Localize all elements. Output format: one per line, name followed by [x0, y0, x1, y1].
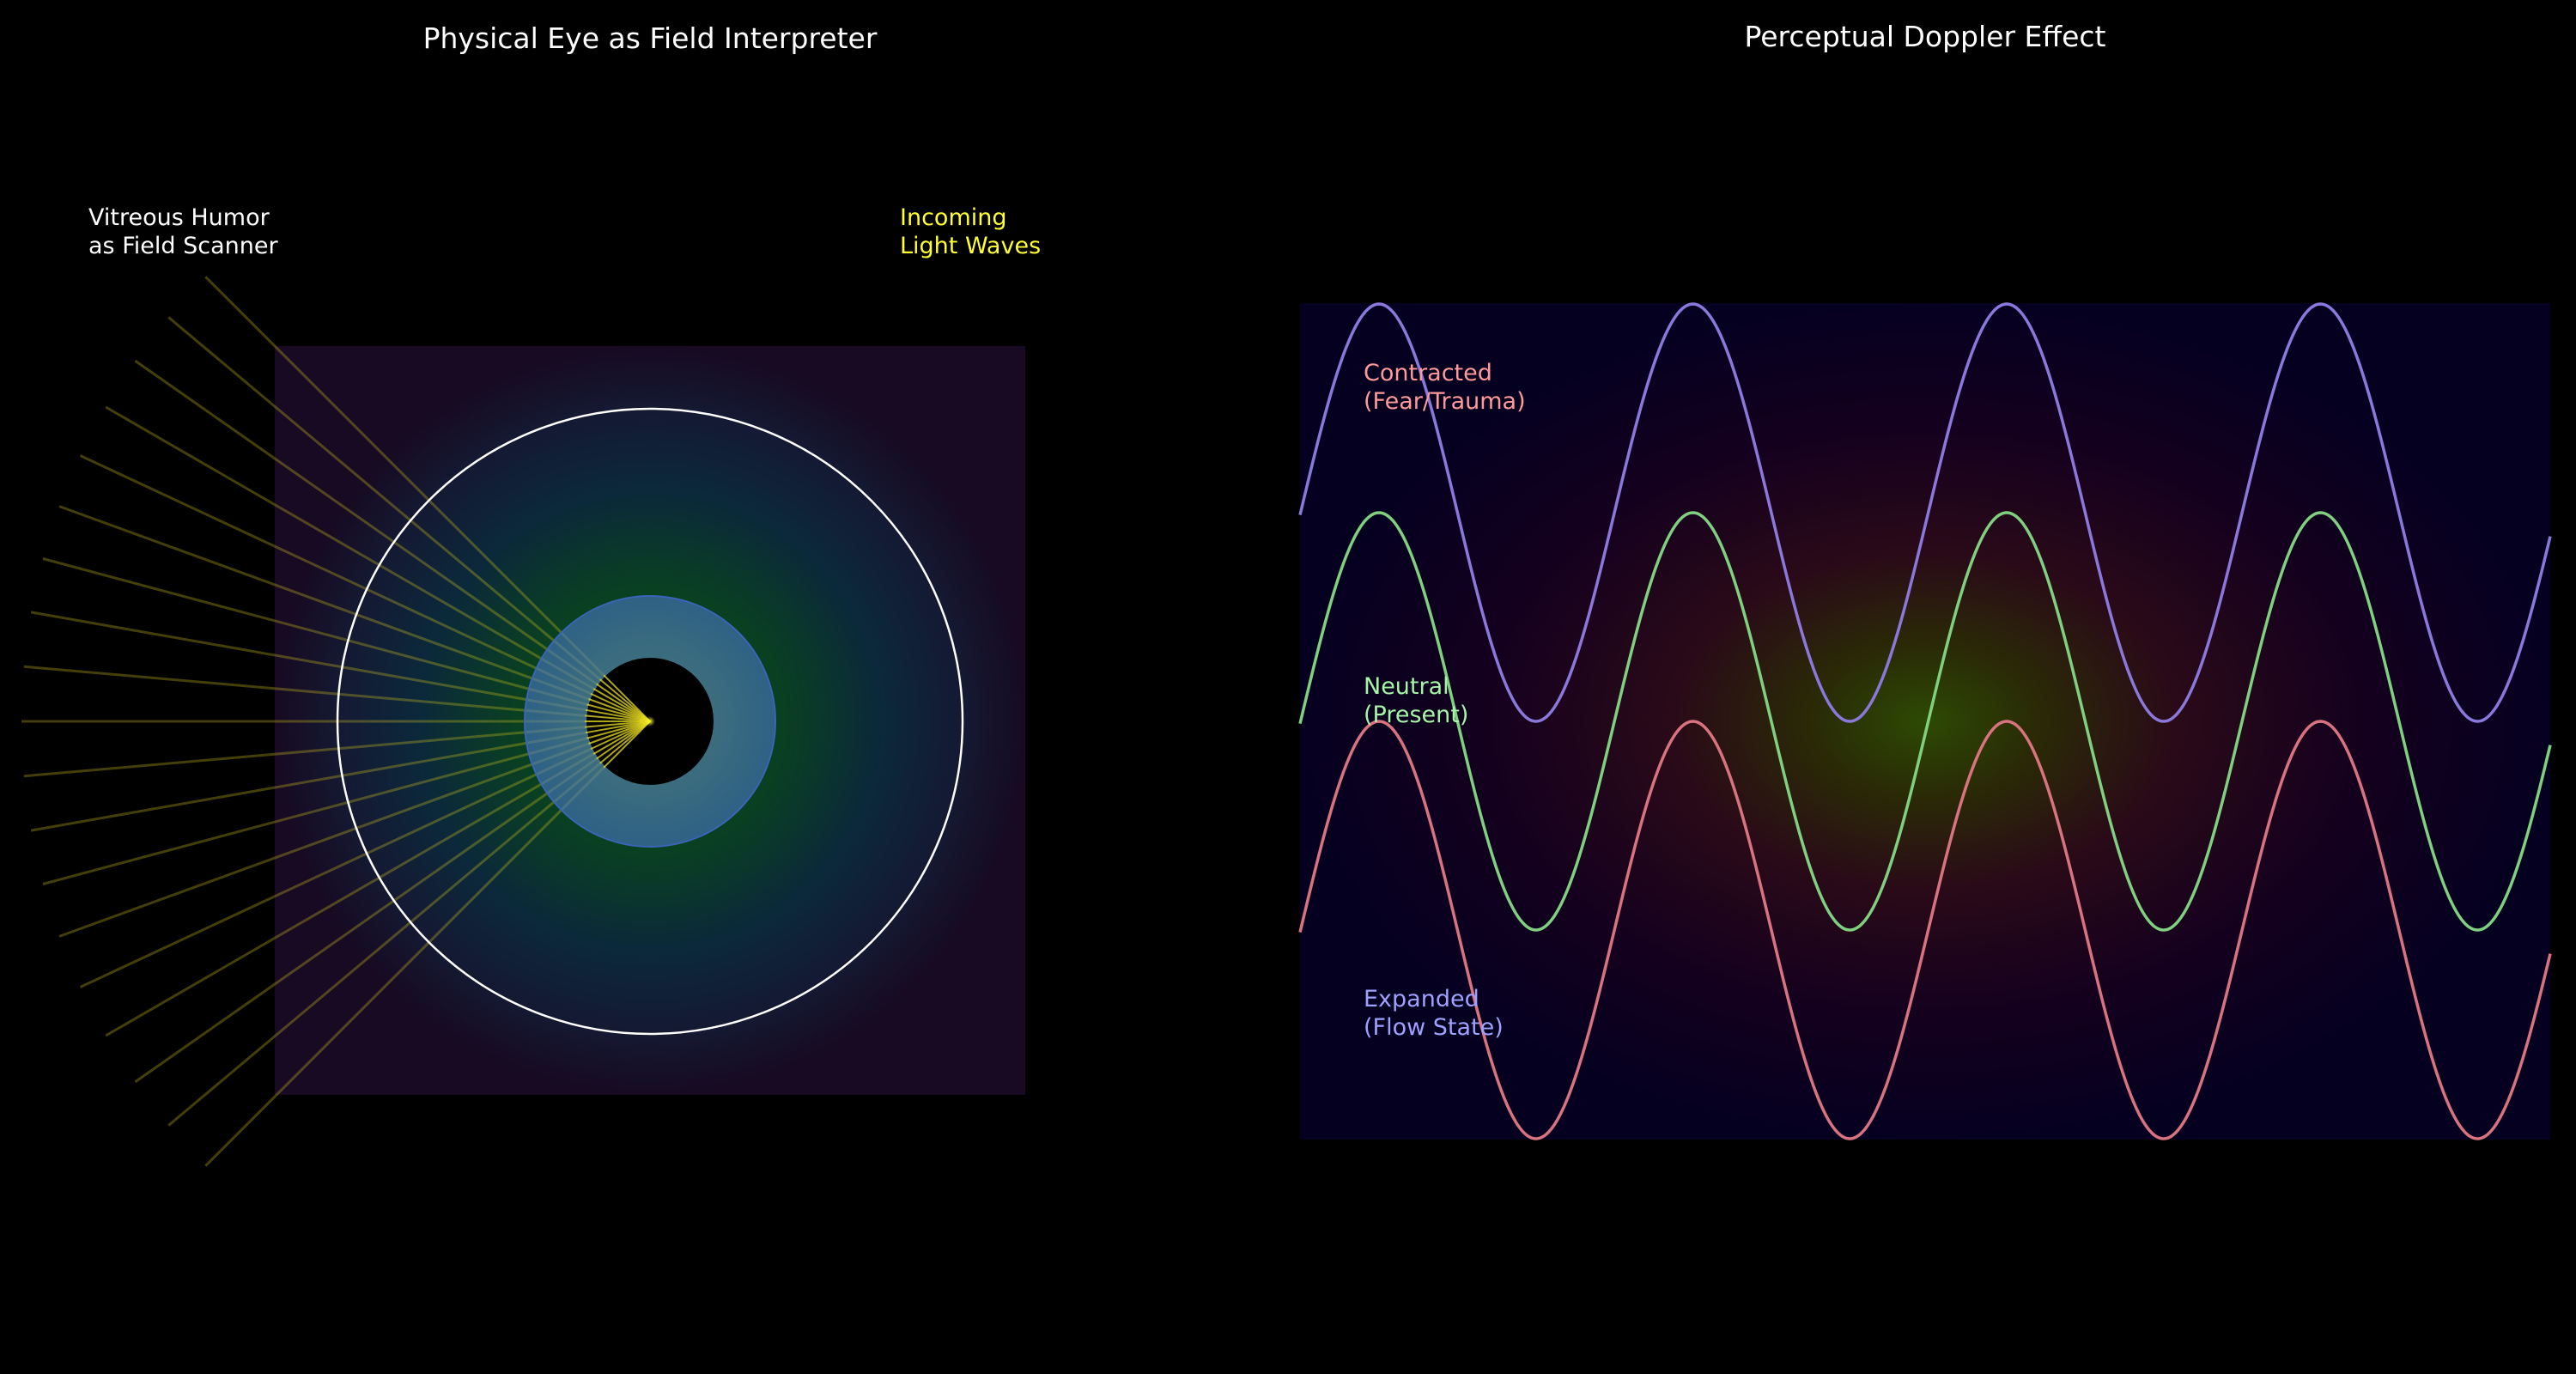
light-waves-label-line1: Incoming	[900, 204, 1007, 231]
light-waves-label: Incoming Light Waves	[900, 204, 1041, 259]
light-ray-focus	[586, 703, 651, 722]
focal-point	[645, 716, 655, 727]
expanded-label-line1: Expanded	[1364, 986, 1479, 1012]
expanded-label: Expanded (Flow State)	[1364, 986, 1504, 1041]
wave-neutral-line	[1298, 511, 2552, 932]
contracted-label: Contracted (Fear/Trauma)	[1364, 360, 1526, 415]
light-ray-focus	[599, 720, 651, 764]
eye-diagram	[21, 276, 1025, 1167]
light-ray-focus	[588, 720, 651, 745]
neutral-label-line2: (Present)	[1364, 702, 1468, 728]
light-ray-focus	[592, 688, 651, 722]
light-ray-focus	[585, 720, 651, 728]
light-ray-focus	[590, 692, 651, 722]
light-ray-focus	[596, 683, 651, 722]
eyeball-outline	[336, 407, 964, 1036]
doppler-background	[1300, 303, 2550, 1140]
doppler-plot	[1298, 302, 2552, 1140]
wave-expanded-line	[1298, 720, 2552, 1140]
wave-contracted-line	[1298, 302, 2552, 723]
expanded-label-line2: (Flow State)	[1364, 1014, 1504, 1041]
light-ray-focus	[585, 714, 651, 722]
vitreous-label-line1: Vitreous Humor	[88, 204, 270, 231]
left-panel-title: Physical Eye as Field Interpreter	[423, 21, 878, 55]
light-ray-focus	[599, 678, 651, 722]
light-waves-label-line2: Light Waves	[900, 233, 1041, 259]
light-ray-focus	[603, 674, 651, 722]
neutral-label-line1: Neutral	[1364, 673, 1449, 700]
contracted-label-line1: Contracted	[1364, 360, 1492, 386]
light-ray-focus	[590, 720, 651, 751]
vitreous-label-line2: as Field Scanner	[88, 233, 278, 259]
light-ray-focus	[596, 720, 651, 760]
neutral-label: Neutral (Present)	[1364, 673, 1468, 728]
light-ray-focus	[586, 708, 651, 722]
vitreous-label: Vitreous Humor as Field Scanner	[88, 204, 278, 259]
contracted-label-line2: (Fear/Trauma)	[1364, 388, 1526, 415]
light-ray-focus	[603, 720, 651, 769]
right-panel-title: Perceptual Doppler Effect	[1745, 20, 2106, 53]
light-ray-focus	[586, 720, 651, 739]
light-ray-focus	[592, 720, 651, 755]
light-rays-focus	[585, 674, 651, 769]
light-ray-focus	[586, 720, 651, 734]
light-ray-focus	[588, 698, 651, 722]
